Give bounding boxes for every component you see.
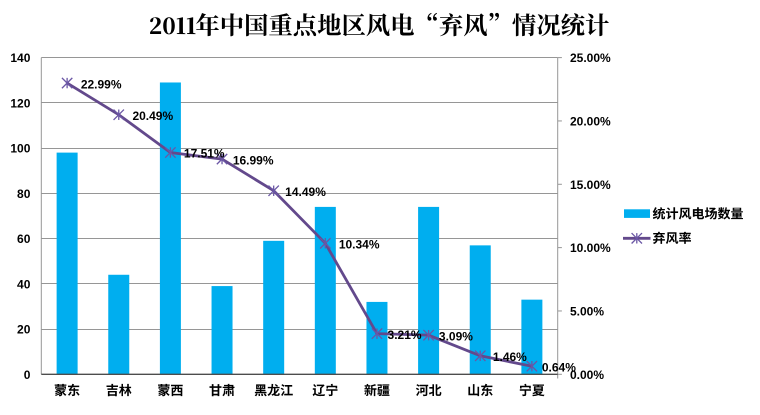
svg-text:20.49%: 20.49% [132, 109, 173, 123]
svg-text:1.46%: 1.46% [493, 350, 527, 364]
svg-text:10.34%: 10.34% [339, 238, 380, 252]
svg-text:0.64%: 0.64% [542, 360, 576, 374]
svg-text:100: 100 [10, 142, 30, 156]
svg-text:3.09%: 3.09% [439, 329, 473, 343]
svg-text:60: 60 [17, 232, 31, 246]
svg-text:0.00%: 0.00% [570, 368, 604, 382]
svg-text:20.00%: 20.00% [570, 114, 611, 128]
svg-text:40: 40 [17, 277, 31, 291]
svg-text:5.00%: 5.00% [570, 304, 604, 318]
svg-text:20: 20 [17, 323, 31, 337]
svg-text:25.00%: 25.00% [570, 51, 611, 65]
svg-text:80: 80 [17, 187, 31, 201]
svg-text:14.49%: 14.49% [285, 185, 326, 199]
svg-text:16.99%: 16.99% [233, 153, 274, 167]
svg-text:10.00%: 10.00% [570, 241, 611, 255]
svg-text:120: 120 [10, 96, 30, 110]
svg-text:0: 0 [24, 368, 31, 382]
svg-text:22.99%: 22.99% [81, 77, 122, 91]
svg-text:15.00%: 15.00% [570, 178, 611, 192]
svg-text:3.21%: 3.21% [388, 328, 422, 342]
svg-text:140: 140 [10, 51, 30, 65]
svg-text:17.51%: 17.51% [184, 147, 225, 161]
